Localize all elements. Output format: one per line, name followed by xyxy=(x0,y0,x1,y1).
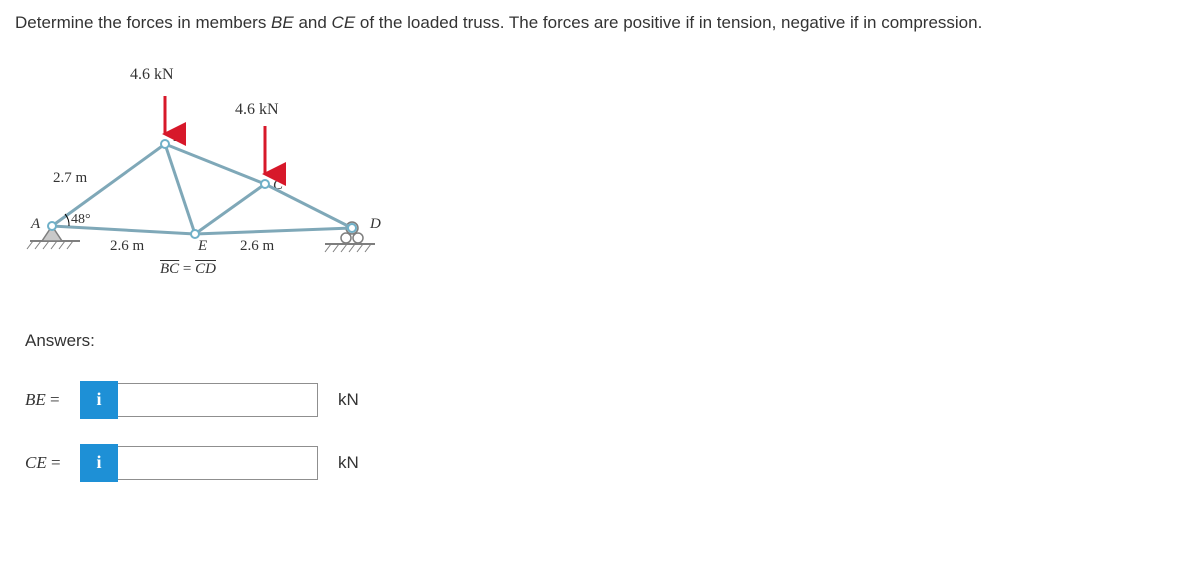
question-member2: CE xyxy=(332,13,356,32)
question-member1: BE xyxy=(271,13,294,32)
answer-var-be: BE = xyxy=(25,390,80,410)
answer-row-be: BE = i kN xyxy=(25,381,1185,419)
unit-ce: kN xyxy=(338,453,359,473)
truss-diagram: 4.6 kN 4.6 kN 2.7 m 48° 2.6 m 2.6 m BC =… xyxy=(25,66,405,296)
question-mid: and xyxy=(294,13,332,32)
answer-var-ce: CE = xyxy=(25,453,80,473)
question-prefix: Determine the forces in members xyxy=(15,13,271,32)
var-be-lhs: BE xyxy=(25,390,46,409)
var-ce-lhs: CE xyxy=(25,453,47,472)
answer-row-ce: CE = i kN xyxy=(25,444,1185,482)
unit-be: kN xyxy=(338,390,359,410)
info-icon[interactable]: i xyxy=(80,381,118,419)
var-ce-rhs: = xyxy=(47,453,61,472)
answers-heading: Answers: xyxy=(25,331,1185,351)
answer-input-be[interactable] xyxy=(118,383,318,417)
answer-input-ce[interactable] xyxy=(118,446,318,480)
truss-svg xyxy=(25,66,405,296)
question-text: Determine the forces in members BE and C… xyxy=(15,10,1185,36)
info-icon[interactable]: i xyxy=(80,444,118,482)
question-suffix: of the loaded truss. The forces are posi… xyxy=(355,13,982,32)
var-be-rhs: = xyxy=(46,390,60,409)
